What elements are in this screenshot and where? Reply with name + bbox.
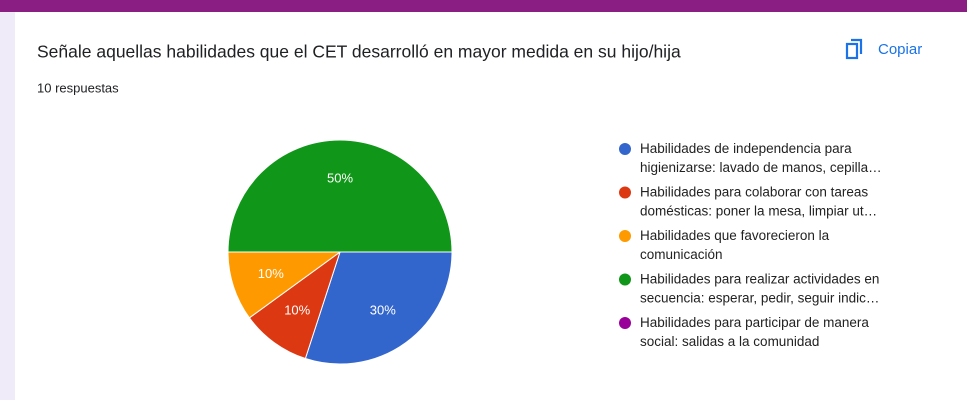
- copy-label: Copiar: [878, 41, 922, 58]
- copy-button[interactable]: Copiar: [845, 38, 922, 60]
- legend-label: Habilidades para colaborar con tareas dom…: [640, 184, 877, 218]
- legend-swatch: [619, 317, 631, 329]
- legend-line: Habilidades para participar de manera: [640, 315, 869, 330]
- slice-label: 10%: [284, 302, 310, 317]
- card: [15, 12, 967, 400]
- legend-line: higienizarse: lavado de manos, cepilla…: [640, 160, 882, 175]
- slice-label: 50%: [327, 171, 353, 186]
- legend-label: Habilidades para participar de manera soc…: [640, 315, 869, 349]
- slice-label: 30%: [370, 302, 396, 317]
- response-count: 10 respuestas: [37, 80, 119, 95]
- legend-line: Habilidades que favorecieron la: [640, 228, 830, 243]
- top-bar: [0, 0, 967, 12]
- legend-line: Habilidades para realizar actividades en: [640, 271, 879, 286]
- slice-label: 10%: [258, 266, 284, 281]
- legend-label: Habilidades de independencia para higieni…: [640, 141, 882, 175]
- legend-line: domésticas: poner la mesa, limpiar ut…: [640, 203, 877, 218]
- copy-icon: [851, 38, 863, 54]
- legend-swatch: [619, 186, 631, 199]
- title: Señale aquellas habilidades que el CET d…: [37, 42, 681, 62]
- legend-swatch: [619, 273, 631, 286]
- legend-label: Habilidades que favorecieron la comunicac…: [640, 228, 830, 262]
- legend-line: Habilidades de independencia para: [640, 141, 852, 156]
- legend-line: comunicación: [640, 247, 723, 262]
- legend-label: Habilidades para realizar actividades en…: [640, 271, 879, 305]
- copy-icon: [845, 42, 859, 60]
- legend-line: Habilidades para colaborar con tareas: [640, 184, 868, 199]
- legend-swatch: [619, 143, 631, 155]
- legend-line: secuencia: esperar, pedir, seguir indic…: [640, 290, 879, 305]
- legend-swatch: [619, 230, 631, 242]
- pie-slice: [304, 251, 453, 365]
- pie-slice: [227, 139, 453, 253]
- legend-line: social: salidas a la comunidad: [640, 334, 819, 349]
